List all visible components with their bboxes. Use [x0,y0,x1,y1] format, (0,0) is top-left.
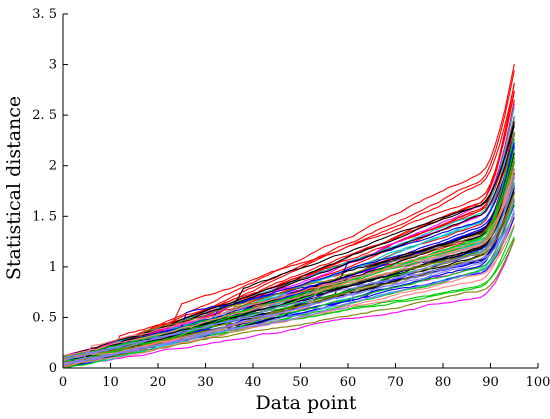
x-ticks: 0 10 20 30 40 50 60 70 80 90 100 [59,363,550,390]
series-line [62,175,515,366]
series-line [62,239,515,366]
series-line [62,209,515,364]
series-line [62,152,515,364]
x-tick-label: 60 [340,375,357,390]
y-axis-title: Statistical distance [3,96,25,280]
series-line [62,63,515,364]
y-ticks: 0 0. 5 1 1. 5 2 2. 5 3 3. 5 [32,7,68,376]
x-tick-label: 80 [435,375,452,390]
series-line [62,132,515,364]
series-layer [62,63,515,369]
x-tick-label: 20 [150,375,167,390]
series-line [62,70,515,369]
x-tick-label: 0 [59,375,67,390]
y-tick-label: 1. 5 [32,209,57,224]
series-line [62,169,515,365]
x-tick-label: 50 [292,375,309,390]
series-line [62,214,515,369]
series-line [62,224,515,368]
series-line [62,212,515,364]
series-line [62,169,515,356]
y-tick-label: 2 [49,159,57,174]
x-tick-label: 70 [387,375,404,390]
x-tick-label: 100 [526,375,550,390]
y-tick-label: 2. 5 [32,108,57,123]
x-axis-title: Data point [255,392,356,414]
series-line [62,84,515,369]
y-tick-label: 1 [49,260,57,275]
series-line [62,118,515,363]
y-tick-label: 0. 5 [32,310,57,325]
y-tick-label: 0 [49,361,57,376]
x-tick-label: 10 [102,375,119,390]
series-line [62,120,515,361]
series-line [62,184,515,362]
series-line [62,197,515,358]
y-tick-label: 3. 5 [32,7,57,22]
y-tick-label: 3 [49,58,57,73]
series-line [62,125,515,358]
x-tick-label: 40 [245,375,262,390]
x-tick-label: 90 [482,375,499,390]
series-line [62,148,515,361]
x-tick-label: 30 [197,375,214,390]
